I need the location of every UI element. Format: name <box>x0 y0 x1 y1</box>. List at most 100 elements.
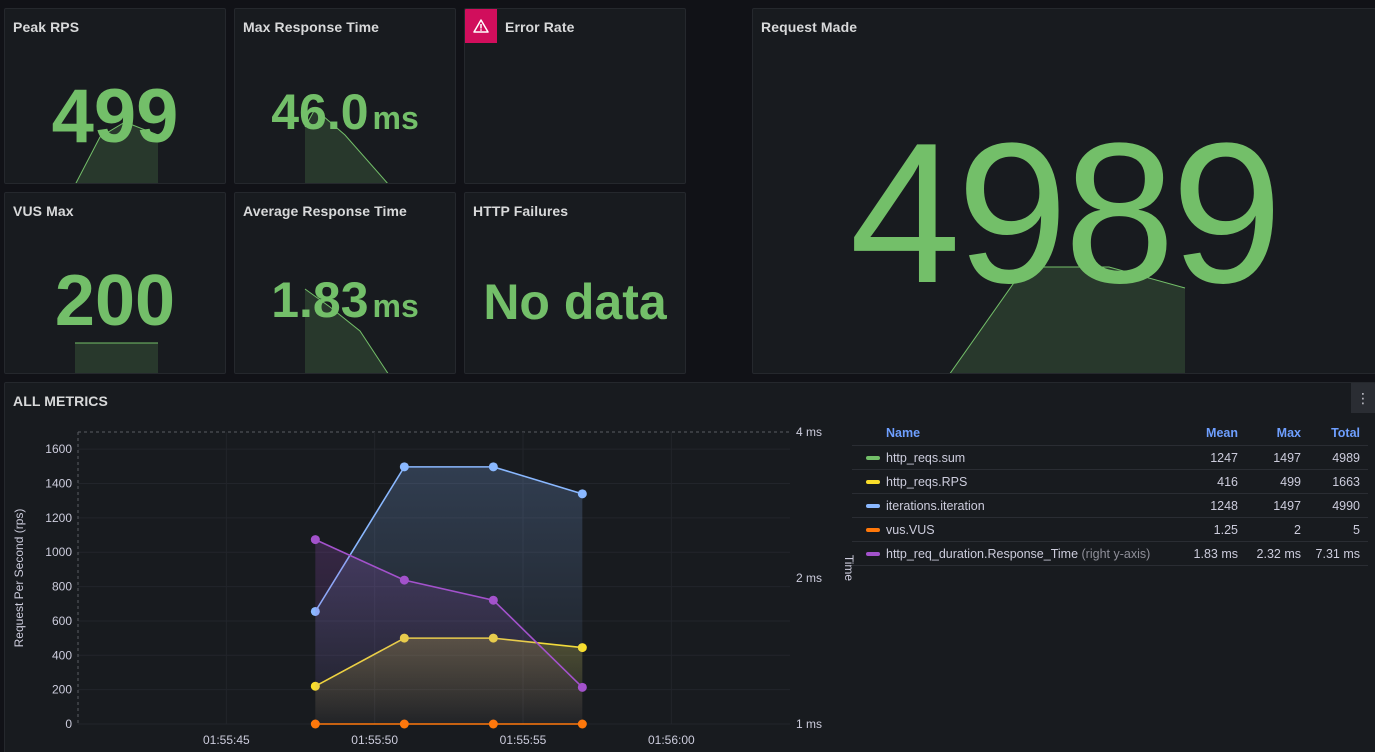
series-max: 1497 <box>1273 450 1301 465</box>
series-area <box>315 539 583 724</box>
vus-max-sparkline <box>75 342 158 373</box>
average-response-time-panel[interactable]: Average Response Time 1.83 ms <box>234 192 456 374</box>
all-metrics-panel[interactable]: ALL METRICS ⋮ <box>4 382 1375 752</box>
stat-value: 200 <box>54 261 176 341</box>
data-point <box>399 462 409 472</box>
stat-number: 46.0 <box>271 84 369 140</box>
legend-header-max[interactable]: Max <box>1276 426 1301 440</box>
y-tick-label: 0 <box>65 717 72 731</box>
series-total: 4989 <box>1332 450 1360 465</box>
series-color-swatch <box>866 503 880 508</box>
y-axis-label: Request Per Second (rps) <box>12 509 26 648</box>
x-tick-label: 01:55:55 <box>500 733 547 747</box>
vus-max-panel[interactable]: VUS Max 200 <box>4 192 226 374</box>
legend-row[interactable]: iterations.iteration 1248 1497 4990 <box>852 494 1368 518</box>
series-total: 7.31 ms <box>1315 546 1360 561</box>
legend-row[interactable]: http_reqs.sum 1247 1497 4989 <box>852 446 1368 470</box>
series-mean: 1248 <box>1210 498 1238 513</box>
peak-rps-sparkline <box>75 121 159 183</box>
legend-series-name: http_reqs.RPS <box>852 475 1166 489</box>
y-tick-label: 1400 <box>45 477 72 491</box>
y-tick-label: 800 <box>52 580 72 594</box>
panel-title: Error Rate <box>505 19 575 35</box>
series-label: http_req_duration.Response_Time <box>886 546 1079 561</box>
legend-row[interactable]: http_req_duration.Response_Time (right y… <box>852 542 1368 566</box>
all-metrics-chart: 0 200 400 600 800 1000 1200 1400 1600 01:55:45 01:… <box>12 425 856 747</box>
panel-title: HTTP Failures <box>473 203 569 219</box>
data-point <box>577 489 587 499</box>
series-max: 1497 <box>1273 498 1301 513</box>
series-color-swatch <box>866 455 880 460</box>
series-label: iterations.iteration <box>886 498 985 513</box>
series-color-swatch <box>866 551 880 556</box>
max-response-sparkline <box>304 108 388 183</box>
series-mean: 1.83 ms <box>1193 546 1238 561</box>
panel-title: Peak RPS <box>13 19 80 35</box>
series-total: 1663 <box>1332 474 1360 489</box>
stat-unit: ms <box>372 288 419 324</box>
legend-row[interactable]: vus.VUS 1.25 2 5 <box>852 518 1368 542</box>
x-tick-label: 01:56:00 <box>648 733 695 747</box>
series-color-swatch <box>866 479 880 484</box>
data-point <box>399 575 409 585</box>
y-tick-label: 1200 <box>45 511 72 525</box>
legend-series-name: iterations.iteration <box>852 499 1166 513</box>
y2-tick-label: 1 ms <box>796 717 822 731</box>
series-line <box>315 538 583 688</box>
y2-tick-label: 4 ms <box>796 425 822 439</box>
y2-tick-label: 2 ms <box>796 571 822 585</box>
error-rate-panel[interactable]: Error Rate <box>464 8 686 184</box>
y-tick-label: 400 <box>52 648 72 662</box>
avg-response-sparkline <box>304 288 389 373</box>
kebab-menu-icon[interactable]: ⋮ <box>1351 383 1375 413</box>
request-made-sparkline <box>949 266 1186 373</box>
legend-table: Name Mean Max Total http_reqs.sum 1247 14… <box>852 421 1368 566</box>
stat-value: 4989 <box>849 102 1283 325</box>
peak-rps-panel[interactable]: Peak RPS 499 <box>4 8 226 184</box>
y2-axis-label: Time <box>842 555 856 582</box>
request-made-panel[interactable]: Request Made 4989 <box>752 8 1375 374</box>
legend-header-total[interactable]: Total <box>1331 426 1360 440</box>
legend-rows: http_reqs.sum 1247 1497 4989 http_reqs.RPS … <box>852 446 1368 566</box>
series-suffix: (right y-axis) <box>1081 546 1151 561</box>
max-response-time-panel[interactable]: Max Response Time 46.0 ms <box>234 8 456 184</box>
http-failures-panel[interactable]: HTTP Failures No data <box>464 192 686 374</box>
series-mean: 1.25 <box>1213 522 1238 537</box>
series-label: http_reqs.sum <box>886 450 966 465</box>
legend-header-name[interactable]: Name <box>886 426 921 440</box>
panel-title: Request Made <box>761 19 858 35</box>
stat-value: 1.83 ms <box>235 275 455 325</box>
y-tick-label: 200 <box>52 683 72 697</box>
series-max: 2.32 ms <box>1256 546 1301 561</box>
series-color-swatch <box>866 527 880 532</box>
series-line <box>314 466 583 612</box>
data-point <box>488 462 498 472</box>
panel-title: VUS Max <box>13 203 74 219</box>
legend-series-name: vus.VUS <box>852 523 1166 537</box>
panel-title: Average Response Time <box>243 203 407 219</box>
series-mean: 1247 <box>1210 450 1238 465</box>
series-label: http_reqs.RPS <box>886 474 968 489</box>
panel-title: Max Response Time <box>243 19 380 35</box>
legend-row[interactable]: http_reqs.RPS 416 499 1663 <box>852 470 1368 494</box>
stat-value: 499 <box>51 74 179 159</box>
legend-series-name: http_req_duration.Response_Time (right y… <box>852 547 1166 561</box>
series-max: 499 <box>1280 474 1301 489</box>
legend-header-mean[interactable]: Mean <box>1206 426 1238 440</box>
stat-value: 46.0 ms <box>235 87 455 137</box>
data-point <box>488 595 498 605</box>
series-mean: 416 <box>1217 474 1238 489</box>
y-tick-label: 600 <box>52 614 72 628</box>
series-max: 2 <box>1294 522 1301 537</box>
legend-header: Name Mean Max Total <box>852 421 1368 446</box>
series-label: vus.VUS <box>886 522 935 537</box>
no-data-message: No data <box>483 274 667 330</box>
x-tick-label: 01:55:50 <box>351 733 398 747</box>
data-point <box>577 682 587 692</box>
x-tick-label: 01:55:45 <box>203 733 250 747</box>
warning-triangle-icon[interactable] <box>465 9 497 43</box>
data-point <box>310 535 320 545</box>
panel-title: ALL METRICS <box>13 393 108 409</box>
series-total: 4990 <box>1332 498 1360 513</box>
series-total: 5 <box>1353 522 1360 537</box>
